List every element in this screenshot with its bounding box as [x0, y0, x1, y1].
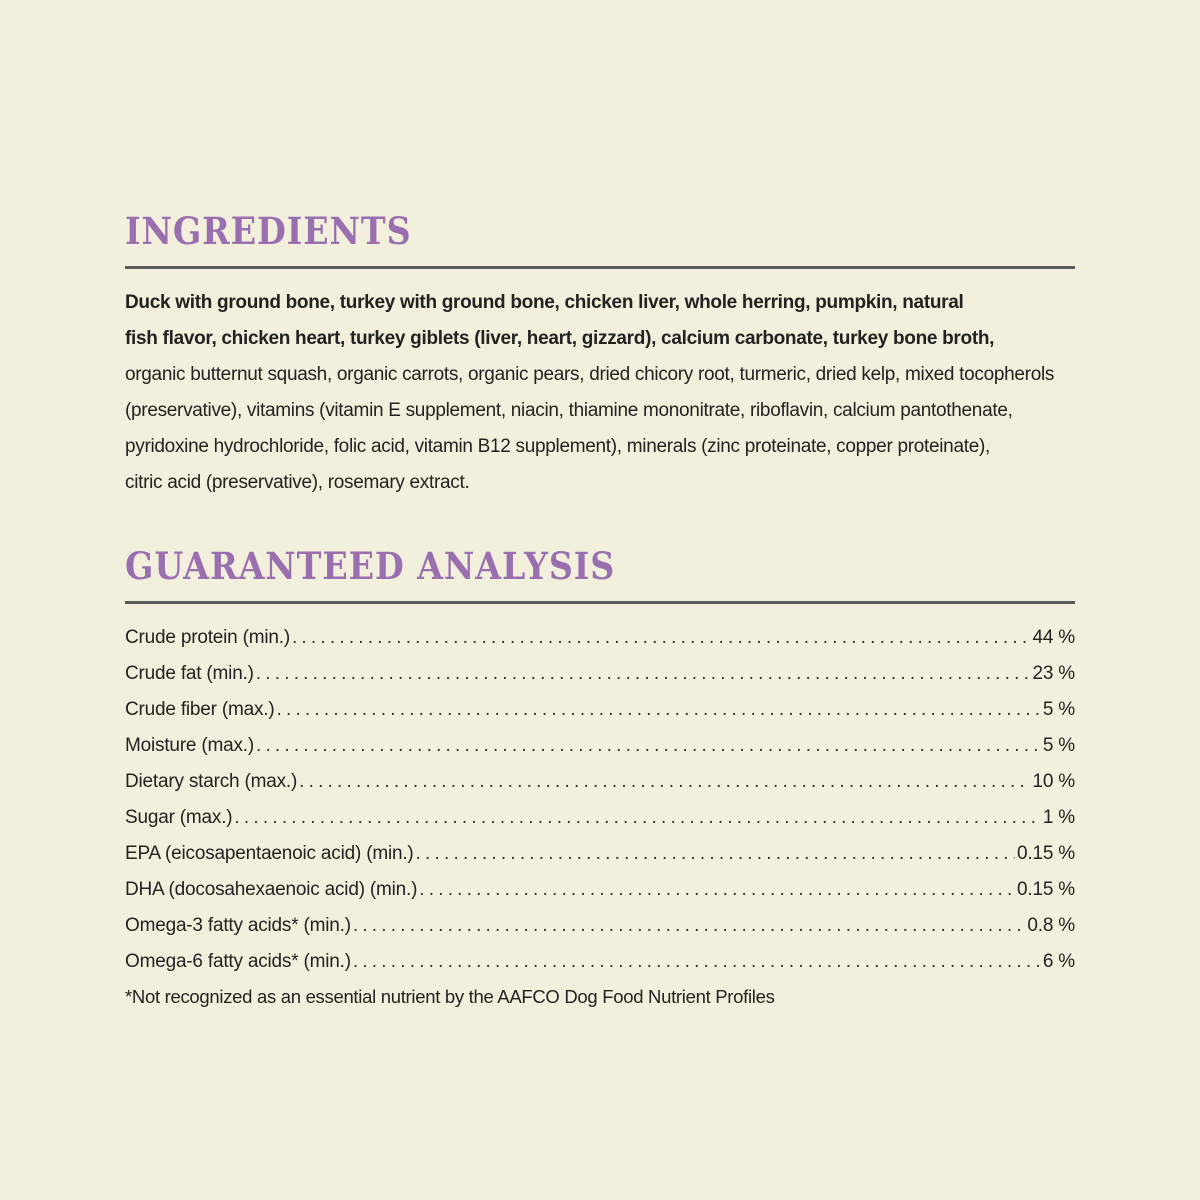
analysis-row: Dietary starch (max.) ..................…	[125, 764, 1075, 800]
guaranteed-analysis-heading: GUARANTEED ANALYSIS	[125, 544, 616, 588]
dot-leader: ........................................…	[352, 951, 1041, 972]
analysis-value: 0.15 %	[1017, 879, 1075, 900]
ingredients-line: citric acid (preservative), rosemary ext…	[125, 472, 470, 493]
ingredients-line: (preservative), vitamins (vitamin E supp…	[125, 400, 1013, 421]
analysis-label: Dietary starch (max.)	[125, 771, 298, 792]
analysis-value: 10 %	[1032, 771, 1075, 792]
analysis-label: Sugar (max.)	[125, 807, 233, 828]
analysis-row: Omega-6 fatty acids* (min.) ............…	[125, 944, 1075, 980]
analysis-row: Crude fiber (max.) .....................…	[125, 692, 1075, 728]
dot-leader: ........................................…	[234, 807, 1041, 828]
dot-leader: ........................................…	[255, 735, 1041, 756]
dot-leader: ........................................…	[255, 663, 1031, 684]
analysis-row: DHA (docosahexaenoic acid) (min.) ......…	[125, 872, 1075, 908]
analysis-label: Crude fiber (max.)	[125, 699, 275, 720]
dot-leader: ........................................…	[299, 771, 1030, 792]
analysis-value: 0.15 %	[1017, 843, 1075, 864]
analysis-row: Sugar (max.) ...........................…	[125, 800, 1075, 836]
analysis-row: Crude protein (min.) ...................…	[125, 620, 1075, 656]
analysis-value: 44 %	[1032, 627, 1075, 648]
analysis-table: Crude protein (min.) ...................…	[125, 620, 1075, 980]
analysis-row: EPA (eicosapentaenoic acid) (min.) .....…	[125, 836, 1075, 872]
ingredients-list: Duck with ground bone, turkey with groun…	[125, 285, 1075, 501]
dot-leader: ........................................…	[276, 699, 1041, 720]
analysis-label: Omega-6 fatty acids* (min.)	[125, 951, 351, 972]
analysis-value: 5 %	[1042, 699, 1075, 720]
ingredients-divider	[125, 266, 1075, 269]
analysis-value: 5 %	[1042, 735, 1075, 756]
analysis-label: DHA (docosahexaenoic acid) (min.)	[125, 879, 418, 900]
dot-leader: ........................................…	[419, 879, 1015, 900]
analysis-label: EPA (eicosapentaenoic acid) (min.)	[125, 843, 414, 864]
analysis-value: 23 %	[1032, 663, 1075, 684]
ingredients-line: pyridoxine hydrochloride, folic acid, vi…	[125, 436, 990, 457]
analysis-value: 1 %	[1042, 807, 1075, 828]
ingredients-line: fish flavor, chicken heart, turkey gible…	[125, 328, 995, 349]
analysis-label: Crude fat (min.)	[125, 663, 254, 684]
analysis-row: Omega-3 fatty acids* (min.) ............…	[125, 908, 1075, 944]
footnote: *Not recognized as an essential nutrient…	[125, 986, 775, 1007]
analysis-label: Moisture (max.)	[125, 735, 254, 756]
analysis-row: Moisture (max.) ........................…	[125, 728, 1075, 764]
ingredients-line: organic butternut squash, organic carrot…	[125, 364, 1055, 385]
analysis-value: 6 %	[1042, 951, 1075, 972]
analysis-row: Crude fat (min.) .......................…	[125, 656, 1075, 692]
dot-leader: ........................................…	[415, 843, 1016, 864]
analysis-divider	[125, 601, 1075, 604]
analysis-value: 0.8 %	[1027, 915, 1075, 936]
dot-leader: ........................................…	[352, 915, 1026, 936]
analysis-label: Omega-3 fatty acids* (min.)	[125, 915, 351, 936]
analysis-label: Crude protein (min.)	[125, 627, 290, 648]
nutrition-panel: INGREDIENTS Duck with ground bone, turke…	[125, 208, 1075, 1008]
ingredients-line: Duck with ground bone, turkey with groun…	[125, 292, 964, 313]
ingredients-heading: INGREDIENTS	[125, 209, 412, 253]
dot-leader: ........................................…	[291, 627, 1031, 648]
